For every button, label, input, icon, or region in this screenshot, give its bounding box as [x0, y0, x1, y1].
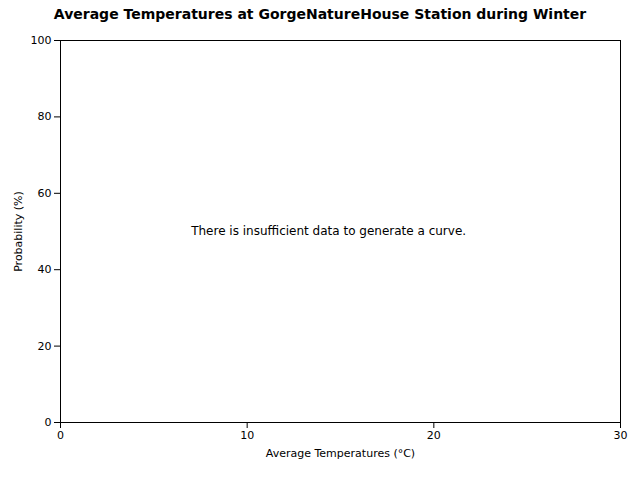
svg-text:100: 100	[31, 34, 52, 47]
html-text:Average Temperatures at GorgeN: Average Temperatures at GorgeNatureHouse…	[53, 6, 587, 22]
svg-text:Average Temperatures (°C): Average Temperatures (°C)	[266, 447, 415, 460]
svg-text:0: 0	[57, 429, 64, 442]
svg-text:30: 30	[614, 429, 628, 442]
svg-text:There is insufficient data to: There is insufficient data to generate a…	[190, 224, 466, 238]
svg-text:20: 20	[427, 429, 441, 442]
svg-text:20: 20	[38, 340, 52, 353]
svg-text:10: 10	[240, 429, 254, 442]
svg-text:60: 60	[38, 187, 52, 200]
svg-text:Probability (%): Probability (%)	[12, 191, 25, 272]
svg-text:80: 80	[38, 110, 52, 123]
svg-text:40: 40	[38, 263, 52, 276]
svg-text:0: 0	[45, 416, 52, 429]
